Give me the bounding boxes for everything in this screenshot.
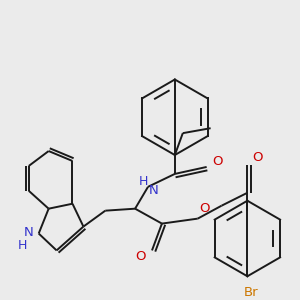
Text: O: O (212, 155, 223, 169)
Text: O: O (200, 202, 210, 215)
Text: O: O (135, 250, 145, 263)
Text: N: N (24, 226, 34, 239)
Text: Br: Br (244, 286, 259, 299)
Text: H: H (18, 239, 28, 252)
Text: N: N (149, 184, 159, 197)
Text: O: O (252, 151, 262, 164)
Text: H: H (138, 176, 148, 188)
